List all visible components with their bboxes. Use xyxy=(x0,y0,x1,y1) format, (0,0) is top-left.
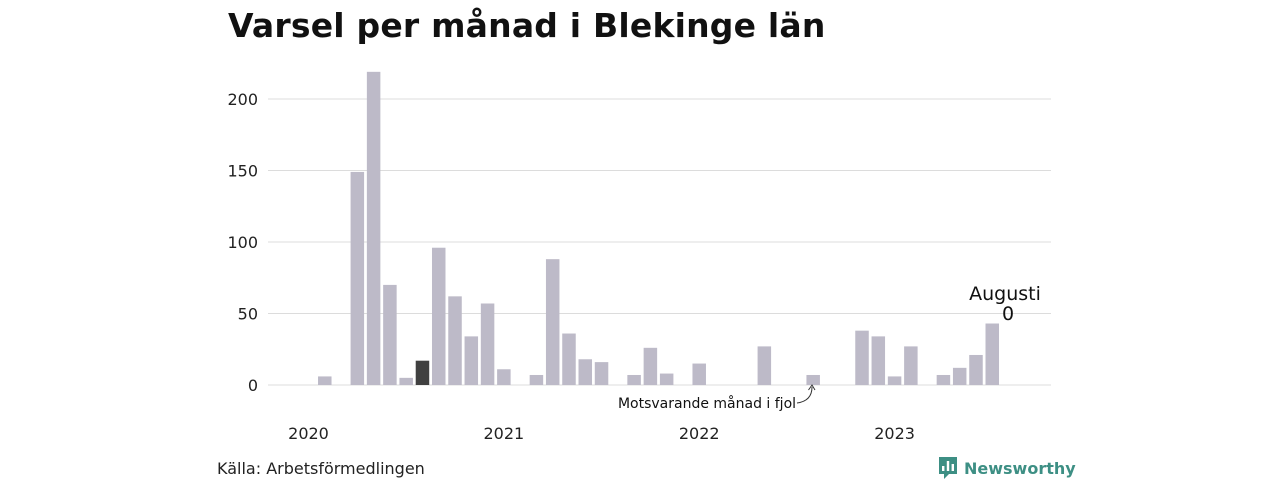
note-arrow xyxy=(796,386,813,404)
y-tick-label: 100 xyxy=(227,233,258,252)
bar-2023-06 xyxy=(969,354,983,385)
bar-2020-05 xyxy=(366,71,381,385)
y-axis-ticks: 0 50 100 150 200 xyxy=(227,90,258,395)
bar-2021-04 xyxy=(545,259,560,385)
bar-2021-07 xyxy=(594,362,609,385)
bar-2021-03 xyxy=(529,374,544,385)
bar-2022-11 xyxy=(855,330,869,385)
bar-2021-06 xyxy=(578,359,593,385)
note-arrowhead xyxy=(808,384,816,391)
bar-2020-10 xyxy=(448,296,462,385)
bar-2023-04 xyxy=(936,374,951,385)
x-tick-label: 2022 xyxy=(679,424,720,443)
annotation-value: 0 xyxy=(1002,303,1014,325)
bar-2020-11 xyxy=(464,336,479,385)
brand-name: Newsworthy xyxy=(964,458,1076,478)
x-tick-label: 2021 xyxy=(484,424,525,443)
bar-2023-01 xyxy=(887,376,902,385)
bar-2022-05 xyxy=(757,346,772,385)
brand-logo: Newsworthy xyxy=(938,456,1076,480)
bar-2020-08 xyxy=(415,360,430,385)
annotation-month: Augusti xyxy=(969,283,1041,305)
bar-2022-08 xyxy=(806,374,820,385)
bar-2020-04 xyxy=(350,171,365,385)
bar-2023-02 xyxy=(904,346,918,385)
note-text: Motsvarande månad i fjol xyxy=(618,395,796,412)
newsworthy-logo-icon xyxy=(939,457,957,479)
bar-2023-07 xyxy=(985,323,1000,385)
bar-2020-06 xyxy=(383,284,397,385)
bar-2022-12 xyxy=(871,336,886,385)
y-tick-label: 0 xyxy=(248,376,258,395)
bar-2020-07 xyxy=(399,377,413,385)
bar-2021-10 xyxy=(643,347,658,385)
bar-2020-12 xyxy=(480,303,495,385)
source-credit: Källa: Arbetsförmedlingen xyxy=(217,459,425,478)
chart-title: Varsel per månad i Blekinge län xyxy=(228,6,826,45)
bar-2021-11 xyxy=(659,373,674,385)
gridlines xyxy=(268,98,1051,386)
latest-month-annotation: Augusti 0 xyxy=(969,283,1041,325)
y-tick-label: 50 xyxy=(238,305,258,324)
bar-2021-01 xyxy=(497,369,511,385)
bar-2020-02 xyxy=(318,376,332,385)
y-tick-label: 150 xyxy=(227,162,258,181)
bar-2020-09 xyxy=(431,247,446,385)
x-tick-label: 2020 xyxy=(288,424,329,443)
bar-2021-05 xyxy=(562,333,576,385)
last-year-note: Motsvarande månad i fjol xyxy=(618,384,816,412)
bars xyxy=(318,71,1000,385)
x-tick-label: 2023 xyxy=(874,424,915,443)
bar-2021-09 xyxy=(627,374,641,385)
x-axis-ticks: 2020 2021 2022 2023 xyxy=(288,424,915,443)
bar-2022-01 xyxy=(692,363,706,385)
y-tick-label: 200 xyxy=(227,90,258,109)
bar-2023-05 xyxy=(952,367,967,385)
